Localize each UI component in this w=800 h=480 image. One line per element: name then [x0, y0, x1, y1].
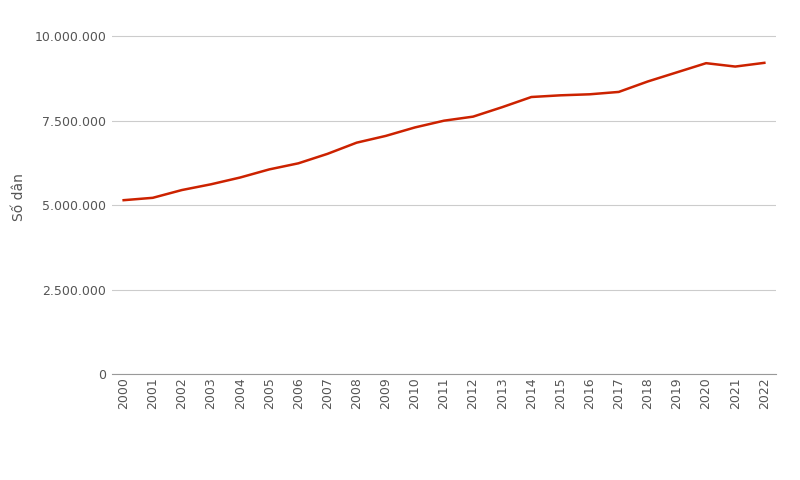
Y-axis label: Số dân: Số dân — [12, 173, 26, 221]
